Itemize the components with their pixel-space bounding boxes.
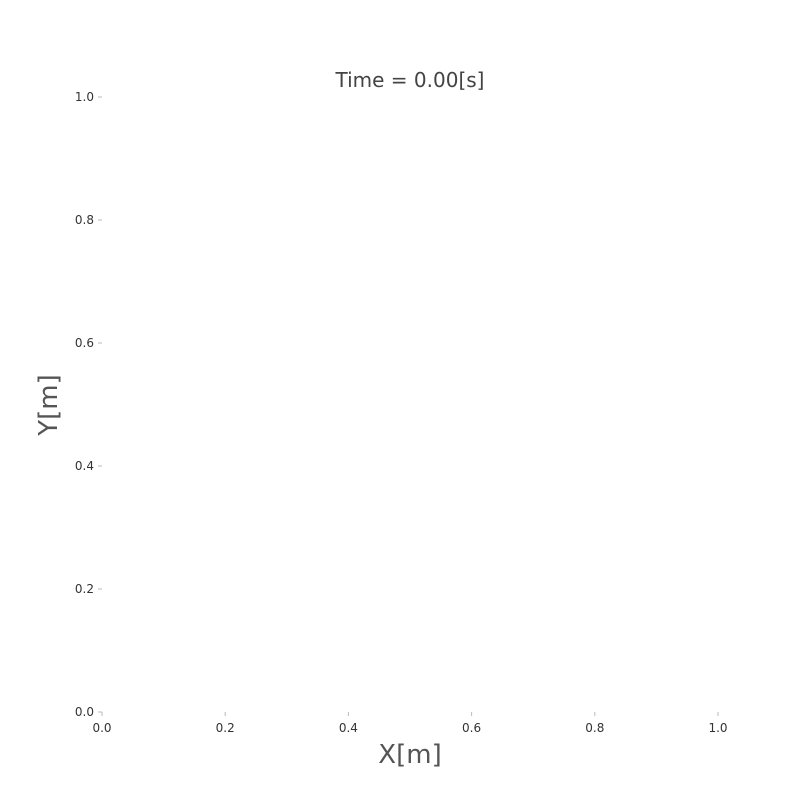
- x-axis-label: X[m]: [378, 740, 441, 770]
- x-tick-label: 0.2: [216, 721, 235, 735]
- x-tick-label: 0.0: [92, 721, 111, 735]
- x-tick-label: 1.0: [708, 721, 727, 735]
- y-tick-label: 0.0: [75, 705, 94, 719]
- y-tick-label: 0.2: [75, 582, 94, 596]
- x-tick-label: 0.4: [339, 721, 358, 735]
- x-tick-label: 0.8: [585, 721, 604, 735]
- y-tick-label: 0.6: [75, 336, 94, 350]
- y-axis-label: Y[m]: [34, 374, 64, 437]
- axis-ticks: 0.0 0.2 0.4 0.6 0.8 1.0 0.0 0.2 0.4 0.6 0.8 1.0: [75, 90, 728, 735]
- chart-title: Time = 0.00[s]: [335, 68, 485, 92]
- y-tick-label: 1.0: [75, 90, 94, 104]
- x-tick-label: 0.6: [462, 721, 481, 735]
- y-tick-label: 0.4: [75, 459, 94, 473]
- y-tick-label: 0.8: [75, 213, 94, 227]
